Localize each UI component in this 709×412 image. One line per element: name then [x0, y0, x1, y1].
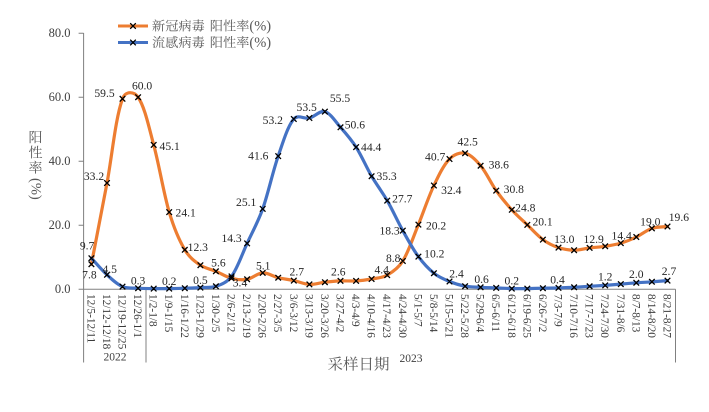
svg-text:(%): (%) [249, 35, 271, 51]
svg-text:55.5: 55.5 [330, 92, 350, 105]
svg-text:50.6: 50.6 [345, 119, 365, 132]
svg-text:19.0: 19.0 [640, 216, 660, 229]
svg-text:10.2: 10.2 [424, 248, 444, 261]
svg-text:20.2: 20.2 [426, 219, 446, 232]
svg-text:8/21-8/27: 8/21-8/27 [661, 294, 673, 338]
svg-text:20.1: 20.1 [532, 216, 552, 229]
svg-text:14.3: 14.3 [221, 232, 241, 245]
svg-text:6/19-6/25: 6/19-6/25 [520, 294, 532, 338]
svg-text:2/27-3/5: 2/27-3/5 [271, 294, 283, 333]
svg-text:35.3: 35.3 [376, 170, 396, 183]
svg-text:59.5: 59.5 [94, 87, 114, 100]
svg-text:2023: 2023 [400, 353, 423, 365]
svg-text:0.2: 0.2 [162, 275, 177, 288]
svg-text:3/27-4/2: 3/27-4/2 [334, 294, 346, 333]
svg-text:8.8: 8.8 [386, 252, 401, 265]
svg-text:2.7: 2.7 [662, 265, 677, 278]
svg-text:12.9: 12.9 [584, 233, 604, 246]
svg-text:2.6: 2.6 [331, 266, 346, 279]
svg-text:32.4: 32.4 [441, 184, 461, 197]
svg-text:24.1: 24.1 [176, 206, 196, 219]
svg-text:80.0: 80.0 [49, 26, 71, 40]
svg-text:3/20-3/26: 3/20-3/26 [318, 294, 330, 338]
svg-text:45.1: 45.1 [160, 140, 180, 153]
svg-text:60.0: 60.0 [132, 80, 152, 93]
svg-text:40.7: 40.7 [425, 150, 445, 163]
svg-text:20.0: 20.0 [49, 218, 71, 232]
svg-text:1/9-1/15: 1/9-1/15 [162, 294, 174, 333]
svg-text:44.4: 44.4 [361, 141, 381, 154]
svg-text:5.6: 5.6 [211, 257, 226, 270]
svg-text:5/1-5/7: 5/1-5/7 [411, 294, 423, 327]
svg-text:3.4: 3.4 [233, 277, 248, 290]
svg-text:4/17-4/23: 4/17-4/23 [380, 294, 392, 338]
svg-text:38.6: 38.6 [489, 159, 509, 172]
svg-text:5.1: 5.1 [256, 260, 271, 273]
svg-text:13.0: 13.0 [554, 233, 574, 246]
svg-text:40.0: 40.0 [49, 154, 71, 168]
svg-text:12/5-12/11: 12/5-12/11 [84, 294, 96, 343]
svg-text:3/6-3/12: 3/6-3/12 [287, 294, 299, 333]
svg-text:3/13-3/19: 3/13-3/19 [302, 294, 314, 338]
svg-text:7/17-7/23: 7/17-7/23 [583, 294, 595, 338]
svg-text:12/26-1/1: 12/26-1/1 [131, 294, 143, 338]
svg-text:2.7: 2.7 [290, 265, 305, 278]
svg-text:1/30-2/5: 1/30-2/5 [209, 294, 221, 333]
svg-text:33.2: 33.2 [84, 170, 104, 183]
svg-text:(%): (%) [249, 19, 271, 35]
svg-text:53.2: 53.2 [263, 114, 283, 127]
svg-text:30.8: 30.8 [504, 183, 524, 196]
svg-text:7/10-7/16: 7/10-7/16 [567, 294, 579, 338]
svg-text:0.0: 0.0 [55, 282, 71, 296]
svg-text:41.6: 41.6 [248, 149, 268, 162]
svg-text:7/24-7/30: 7/24-7/30 [598, 294, 610, 338]
svg-text:27.7: 27.7 [392, 193, 412, 206]
svg-text:6/26-7/2: 6/26-7/2 [536, 294, 548, 333]
svg-text:0.3: 0.3 [131, 275, 146, 288]
svg-text:18.3: 18.3 [379, 225, 399, 238]
svg-text:8/7-8/13: 8/7-8/13 [629, 294, 641, 333]
svg-text:1.2: 1.2 [598, 271, 613, 284]
svg-text:(%): (%) [28, 178, 44, 200]
svg-text:4/24-4/30: 4/24-4/30 [396, 294, 408, 338]
svg-text:4.5: 4.5 [102, 263, 117, 276]
svg-text:12.3: 12.3 [188, 241, 208, 254]
svg-text:7/31-8/6: 7/31-8/6 [614, 294, 626, 333]
svg-text:4/10-4/16: 4/10-4/16 [365, 294, 377, 338]
svg-text:60.0: 60.0 [49, 90, 71, 104]
svg-text:4/3-4/9: 4/3-4/9 [349, 294, 361, 327]
svg-text:2/6-2/12: 2/6-2/12 [225, 294, 237, 333]
svg-text:19.6: 19.6 [669, 211, 689, 224]
svg-text:6/5-6/11: 6/5-6/11 [489, 294, 501, 332]
svg-text:0.6: 0.6 [474, 273, 489, 286]
svg-text:7.8: 7.8 [82, 269, 97, 282]
svg-text:2/20-2/26: 2/20-2/26 [256, 294, 268, 338]
svg-text:5/15-5/21: 5/15-5/21 [443, 294, 455, 338]
svg-text:9.7: 9.7 [80, 240, 95, 253]
svg-text:5/8-5/14: 5/8-5/14 [427, 294, 439, 333]
svg-text:2.0: 2.0 [629, 268, 644, 281]
svg-text:6/12-6/18: 6/12-6/18 [505, 294, 517, 338]
svg-text:0.4: 0.4 [550, 274, 565, 287]
svg-text:7/3-7/9: 7/3-7/9 [552, 294, 564, 327]
svg-text:1/2-1/8: 1/2-1/8 [147, 294, 159, 327]
svg-text:24.8: 24.8 [515, 202, 535, 215]
svg-text:5/22-5/28: 5/22-5/28 [458, 294, 470, 338]
svg-text:1/16-1/22: 1/16-1/22 [178, 294, 190, 338]
svg-text:53.5: 53.5 [297, 101, 317, 114]
svg-text:42.5: 42.5 [458, 136, 478, 149]
svg-text:0.5: 0.5 [193, 274, 208, 287]
svg-text:0.2: 0.2 [505, 274, 520, 287]
svg-text:1/23-1/29: 1/23-1/29 [193, 294, 205, 338]
svg-text:14.4: 14.4 [612, 230, 632, 243]
svg-text:12/19-12/25: 12/19-12/25 [116, 294, 128, 350]
svg-text:5/29-6/4: 5/29-6/4 [474, 294, 486, 333]
svg-text:8/14-8/20: 8/14-8/20 [645, 294, 657, 338]
svg-text:4.4: 4.4 [374, 263, 389, 276]
svg-text:12/12-12/18: 12/12-12/18 [100, 294, 112, 350]
svg-text:2022: 2022 [104, 352, 127, 364]
svg-text:25.1: 25.1 [236, 196, 256, 209]
svg-text:2.4: 2.4 [449, 268, 464, 281]
svg-text:2/13-2/19: 2/13-2/19 [240, 294, 252, 338]
